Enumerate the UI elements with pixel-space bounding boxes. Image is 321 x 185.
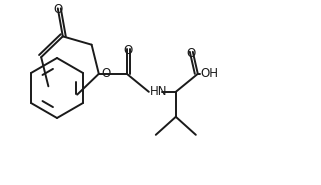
- Text: O: O: [53, 3, 62, 16]
- Text: O: O: [187, 47, 196, 60]
- Text: O: O: [124, 44, 133, 57]
- Text: OH: OH: [201, 67, 219, 80]
- Text: O: O: [102, 67, 111, 80]
- Text: HN: HN: [150, 85, 167, 98]
